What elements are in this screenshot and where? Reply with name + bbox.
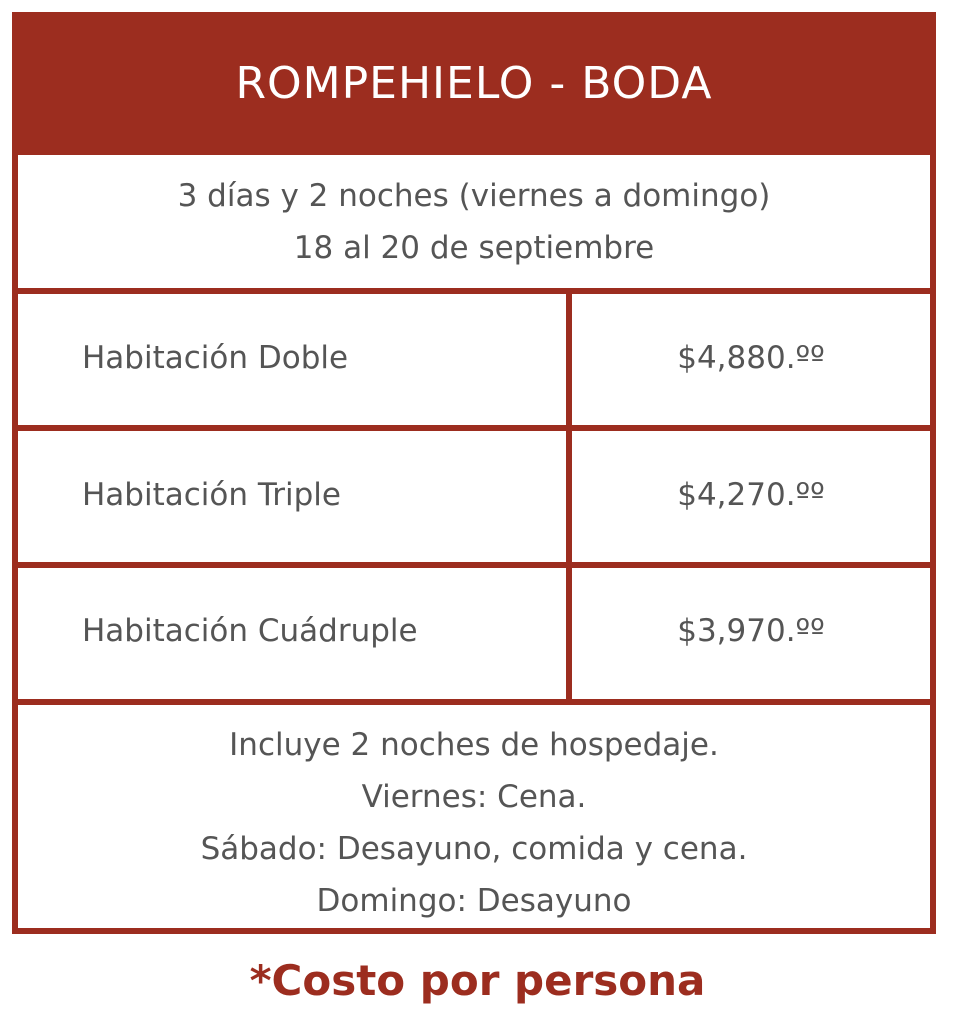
price-table-frame (12, 12, 936, 934)
room-label-double: Habitación Doble (82, 340, 349, 376)
room-price-quadruple: $3,970.ºº (677, 613, 825, 649)
divider (12, 425, 936, 431)
includes-block: Incluye 2 noches de hospedaje. Viernes: … (18, 719, 930, 927)
room-label-quadruple: Habitación Cuádruple (82, 613, 418, 649)
date-range-text: 18 al 20 de septiembre (293, 230, 655, 266)
column-divider (566, 288, 572, 705)
dates-block: 3 días y 2 noches (viernes a domingo) 18… (18, 170, 930, 274)
room-price-double: $4,880.ºº (677, 340, 825, 376)
includes-item: Sábado: Desayuno, comida y cena. (200, 831, 748, 867)
page-title: ROMPEHIELO - BODA (12, 12, 936, 155)
divider (12, 562, 936, 568)
includes-item: Incluye 2 noches de hospedaje. (229, 727, 719, 763)
room-label-triple: Habitación Triple (82, 477, 341, 513)
duration-text: 3 días y 2 noches (viernes a domingo) (177, 178, 771, 214)
divider (12, 288, 936, 294)
includes-item: Viernes: Cena. (361, 779, 587, 815)
room-price-triple: $4,270.ºº (677, 477, 825, 513)
includes-item: Domingo: Desayuno (316, 883, 632, 919)
footnote: *Costo por persona (249, 956, 706, 1005)
divider (12, 699, 936, 705)
